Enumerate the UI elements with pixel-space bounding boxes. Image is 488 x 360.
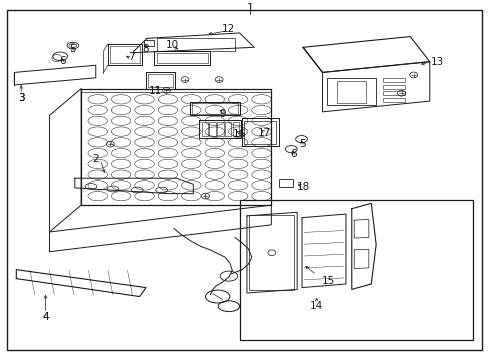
Bar [157, 39, 234, 51]
Bar [383, 91, 405, 95]
Text: 18: 18 [296, 182, 309, 192]
Bar [209, 122, 215, 136]
Text: 3: 3 [18, 93, 24, 103]
Bar [217, 122, 223, 136]
Text: 2: 2 [92, 154, 99, 164]
Bar [201, 122, 207, 136]
Text: 1: 1 [246, 3, 253, 13]
Text: 10: 10 [165, 40, 179, 50]
Bar [278, 179, 293, 187]
Text: 3: 3 [18, 93, 24, 103]
Bar [383, 98, 405, 102]
Bar [336, 81, 366, 103]
Text: 14: 14 [309, 301, 323, 311]
Text: 4: 4 [42, 312, 49, 322]
Bar [239, 201, 472, 339]
Bar [327, 78, 375, 105]
Bar [232, 122, 239, 136]
Text: 8: 8 [142, 44, 149, 54]
Text: 7: 7 [128, 52, 134, 62]
Text: 5: 5 [298, 139, 305, 149]
Bar [383, 85, 405, 89]
Text: 6: 6 [289, 149, 296, 159]
Text: 17: 17 [257, 129, 270, 138]
Bar [383, 78, 405, 82]
Text: 16: 16 [232, 129, 246, 139]
Text: 4: 4 [42, 312, 49, 322]
Bar [244, 121, 275, 144]
Text: 12: 12 [222, 24, 235, 35]
Bar [224, 122, 231, 136]
Bar [249, 215, 294, 291]
Text: 13: 13 [429, 57, 443, 67]
Text: 11: 11 [149, 86, 162, 96]
Text: 15: 15 [321, 276, 334, 286]
Text: 9: 9 [219, 109, 225, 119]
Text: 6: 6 [59, 56, 66, 66]
Bar [143, 40, 154, 45]
Text: 5: 5 [69, 45, 76, 54]
